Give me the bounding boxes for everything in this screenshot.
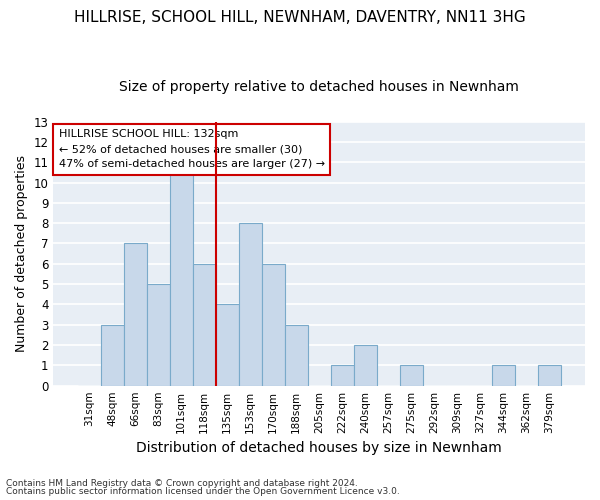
Bar bbox=[215, 304, 239, 386]
Text: Contains HM Land Registry data © Crown copyright and database right 2024.: Contains HM Land Registry data © Crown c… bbox=[6, 478, 358, 488]
Bar bbox=[492, 366, 515, 386]
Bar bbox=[284, 324, 308, 386]
Bar bbox=[170, 162, 193, 386]
Bar bbox=[538, 366, 561, 386]
Bar bbox=[124, 244, 146, 386]
X-axis label: Distribution of detached houses by size in Newnham: Distribution of detached houses by size … bbox=[136, 441, 502, 455]
Title: Size of property relative to detached houses in Newnham: Size of property relative to detached ho… bbox=[119, 80, 519, 94]
Bar bbox=[400, 366, 423, 386]
Bar bbox=[239, 223, 262, 386]
Text: Contains public sector information licensed under the Open Government Licence v3: Contains public sector information licen… bbox=[6, 487, 400, 496]
Text: HILLRISE, SCHOOL HILL, NEWNHAM, DAVENTRY, NN11 3HG: HILLRISE, SCHOOL HILL, NEWNHAM, DAVENTRY… bbox=[74, 10, 526, 25]
Y-axis label: Number of detached properties: Number of detached properties bbox=[15, 155, 28, 352]
Bar bbox=[193, 264, 215, 386]
Text: HILLRISE SCHOOL HILL: 132sqm
← 52% of detached houses are smaller (30)
47% of se: HILLRISE SCHOOL HILL: 132sqm ← 52% of de… bbox=[59, 130, 325, 169]
Bar bbox=[101, 324, 124, 386]
Bar bbox=[354, 345, 377, 386]
Bar bbox=[262, 264, 284, 386]
Bar bbox=[331, 366, 354, 386]
Bar bbox=[146, 284, 170, 386]
